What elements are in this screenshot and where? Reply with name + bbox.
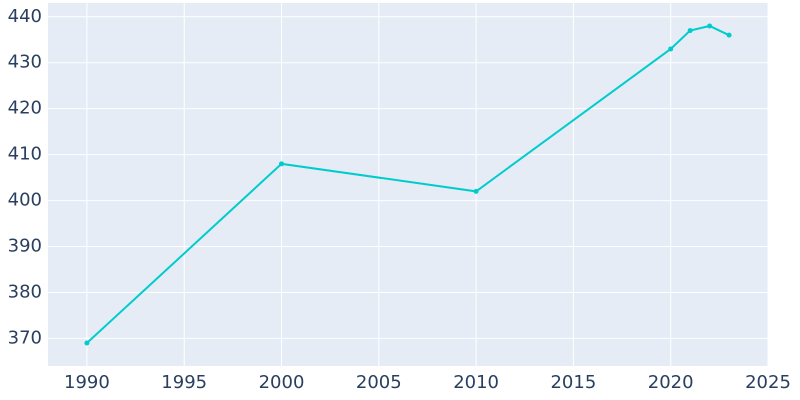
point	[726, 32, 732, 38]
point	[707, 23, 713, 29]
x-tick-label: 2005	[356, 372, 402, 393]
x-tick-label: 2010	[453, 372, 499, 393]
x-tick-label: 2015	[550, 372, 596, 393]
x-tick-label: 1990	[64, 372, 110, 393]
point	[84, 340, 90, 346]
plot-area	[48, 3, 768, 366]
y-tick-label: 390	[8, 236, 42, 257]
y-tick-label: 380	[8, 281, 42, 302]
point	[687, 28, 693, 34]
y-tick-label: 420	[8, 98, 42, 119]
point	[668, 46, 674, 52]
y-tick-label: 430	[8, 52, 42, 73]
point	[279, 161, 285, 167]
y-tick-label: 440	[8, 6, 42, 27]
x-tick-label: 2020	[648, 372, 694, 393]
y-tick-label: 400	[8, 190, 42, 211]
x-tick-label: 2000	[259, 372, 305, 393]
x-tick-label: 2025	[745, 372, 791, 393]
y-tick-label: 370	[8, 327, 42, 348]
point	[473, 188, 479, 194]
x-tick-label: 1995	[161, 372, 207, 393]
y-tick-label: 410	[8, 144, 42, 165]
